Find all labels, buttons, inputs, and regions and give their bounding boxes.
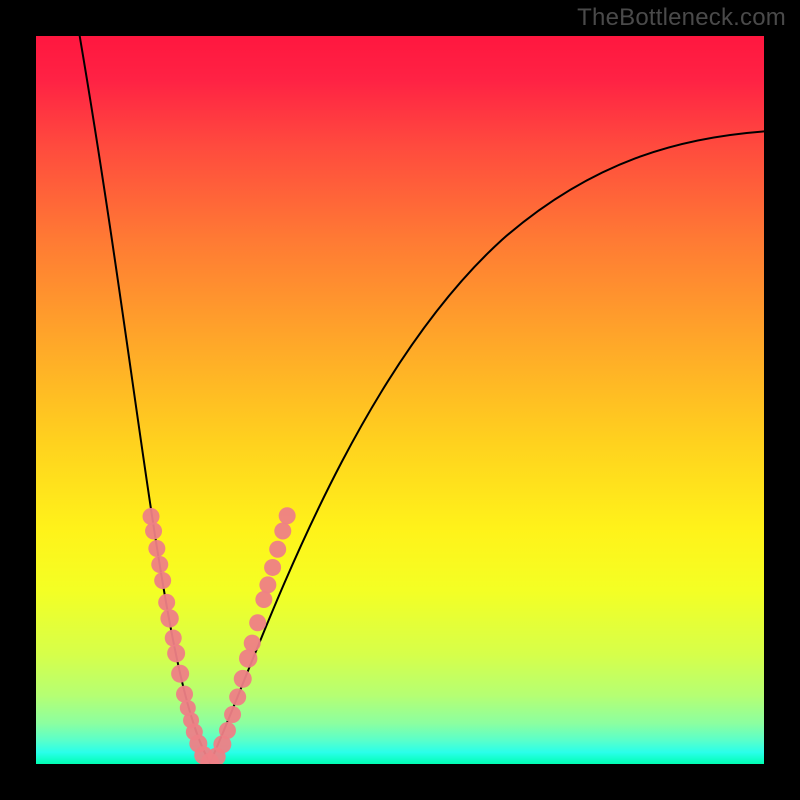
chart-frame: TheBottleneck.com	[0, 0, 800, 800]
gradient-background	[36, 36, 764, 764]
plot-area	[36, 36, 764, 764]
watermark-text: TheBottleneck.com	[577, 4, 786, 32]
